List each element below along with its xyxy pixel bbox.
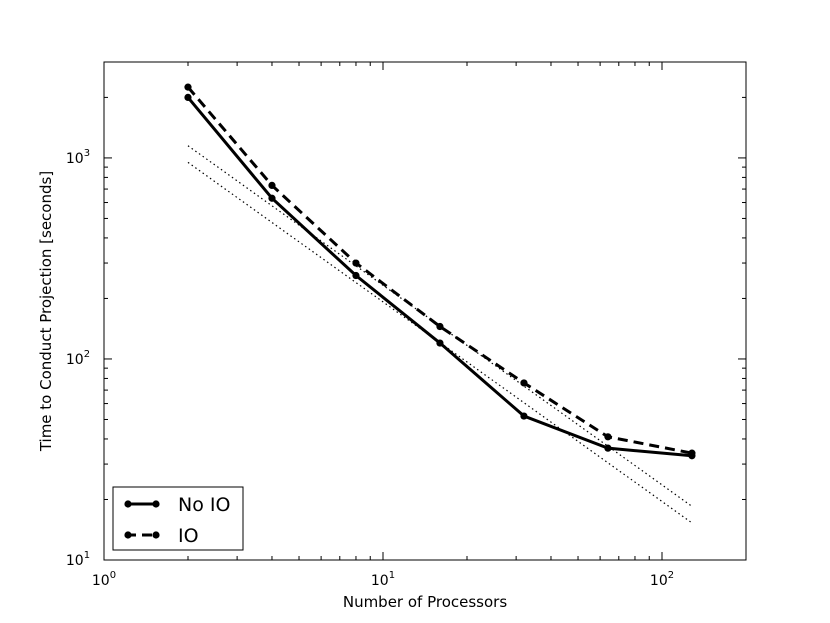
legend-marker-no-io-left xyxy=(124,500,132,508)
x-tick-exponent: 0 xyxy=(110,570,116,581)
y-tick-exponent: 1 xyxy=(84,550,90,561)
y-tick-label: 102 xyxy=(66,349,90,368)
series-lines xyxy=(184,83,696,460)
y-tick-label: 103 xyxy=(66,148,90,167)
x-tick-exponent: 2 xyxy=(668,570,674,581)
point-io-2 xyxy=(184,83,192,91)
x-tick-label: 100 xyxy=(92,570,116,589)
legend-marker-no-io-right xyxy=(152,500,160,508)
point-no-io-8 xyxy=(352,271,360,280)
point-no-io-4 xyxy=(268,194,276,202)
point-io-64 xyxy=(604,433,612,441)
legend-marker-io-left xyxy=(124,531,132,539)
point-no-io-64 xyxy=(604,444,612,452)
legend-item-io: IO xyxy=(124,525,199,547)
y-tick-exponent: 3 xyxy=(84,148,90,159)
plot-frame xyxy=(103,61,747,561)
point-io-32 xyxy=(520,379,528,387)
point-io-8 xyxy=(352,259,360,267)
legend-marker-io-right xyxy=(152,531,160,539)
point-io-4 xyxy=(268,181,276,189)
point-io-16 xyxy=(436,322,444,331)
legend-label-no-io: No IO xyxy=(178,494,230,516)
y-tick-exponent: 2 xyxy=(84,349,90,360)
point-no-io-16 xyxy=(436,339,444,347)
legend-label-io: IO xyxy=(178,525,199,547)
x-tick-label: 102 xyxy=(650,570,674,589)
y-axis-label: Time to Conduct Projection [seconds] xyxy=(37,171,55,452)
point-no-io-32 xyxy=(520,412,528,420)
point-io-128 xyxy=(688,449,696,457)
legend: No IO IO xyxy=(112,486,244,551)
x-tick-label: 101 xyxy=(371,570,395,589)
x-tick-exponent: 1 xyxy=(389,570,395,581)
legend-item-no-io: No IO xyxy=(124,494,230,516)
point-no-io-2 xyxy=(184,93,192,102)
y-tick-label: 101 xyxy=(66,550,90,569)
legend-box xyxy=(112,486,244,551)
x-axis-label: Number of Processors xyxy=(343,593,507,611)
